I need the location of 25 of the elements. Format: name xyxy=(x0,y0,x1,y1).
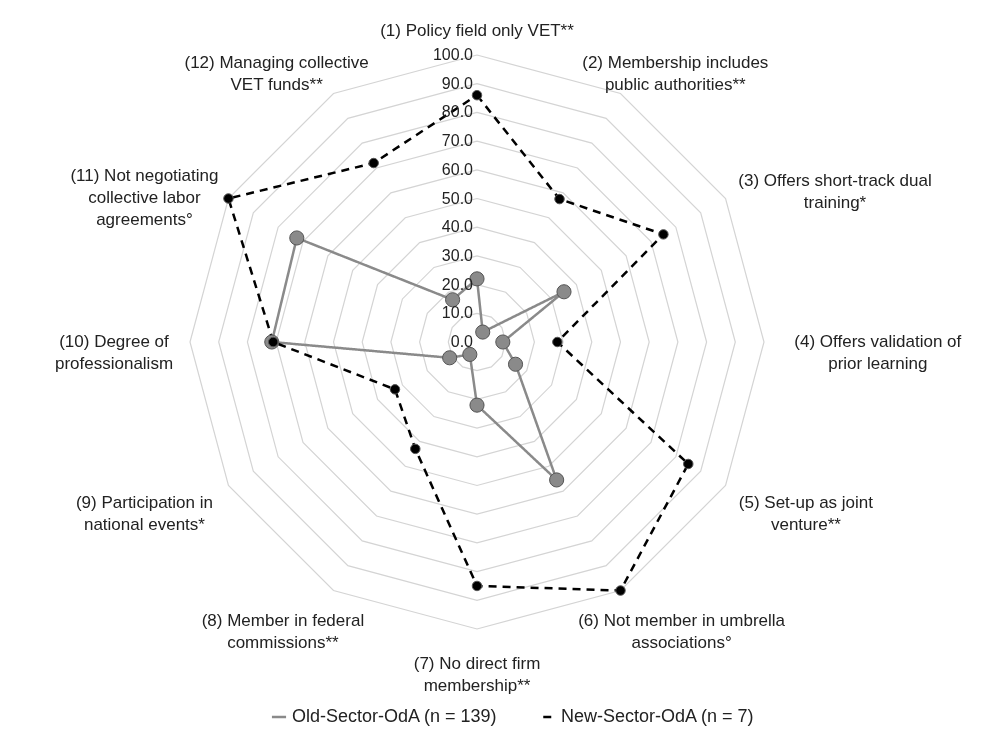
spoke-label: (4) Offers validation of prior learning xyxy=(794,332,962,373)
y-tick-label: 40.0 xyxy=(441,218,474,236)
y-tick-label: 50.0 xyxy=(441,189,474,207)
spoke-label: (5) Set-up as joint venture** xyxy=(738,493,874,534)
spoke-label: (12) Managing collective VET funds** xyxy=(184,53,369,95)
y-tick-label: 90.0 xyxy=(441,74,474,92)
spoke-label: (6) Not member in umbrella associations° xyxy=(578,610,786,652)
y-tick-label: 30.0 xyxy=(441,246,474,264)
spoke-label: (11) Not negotiating collective labor agreements° xyxy=(70,165,219,229)
y-tick-label: 70.0 xyxy=(441,132,474,150)
spoke-label: (7) No direct firm membership** xyxy=(413,654,541,695)
y-tick-label: 80.0 xyxy=(441,103,474,121)
spoke-label: (1) Policy field only VET** xyxy=(380,21,575,40)
spoke-label: (3) Offers short-track dual training* xyxy=(738,171,932,212)
spoke-label: (8) Member in federal commissions** xyxy=(201,610,365,652)
spoke-label: (2) Membership includes public authorities** xyxy=(582,53,769,95)
y-tick-label: 100.0 xyxy=(432,46,474,63)
y-tick-label: 60.0 xyxy=(441,160,474,178)
spoke-label: (9) Participation in national events* xyxy=(75,493,213,534)
y-tick-label: 0.0 xyxy=(450,333,474,350)
y-tick-label: 20.0 xyxy=(441,275,474,293)
legend-label: New-Sector-OdA (n = 7) xyxy=(561,706,754,726)
spoke-label: (10) Degree of professionalism xyxy=(54,332,174,373)
y-tick-label: 10.0 xyxy=(441,304,474,322)
legend-label: Old-Sector-OdA (n = 139) xyxy=(292,706,497,726)
